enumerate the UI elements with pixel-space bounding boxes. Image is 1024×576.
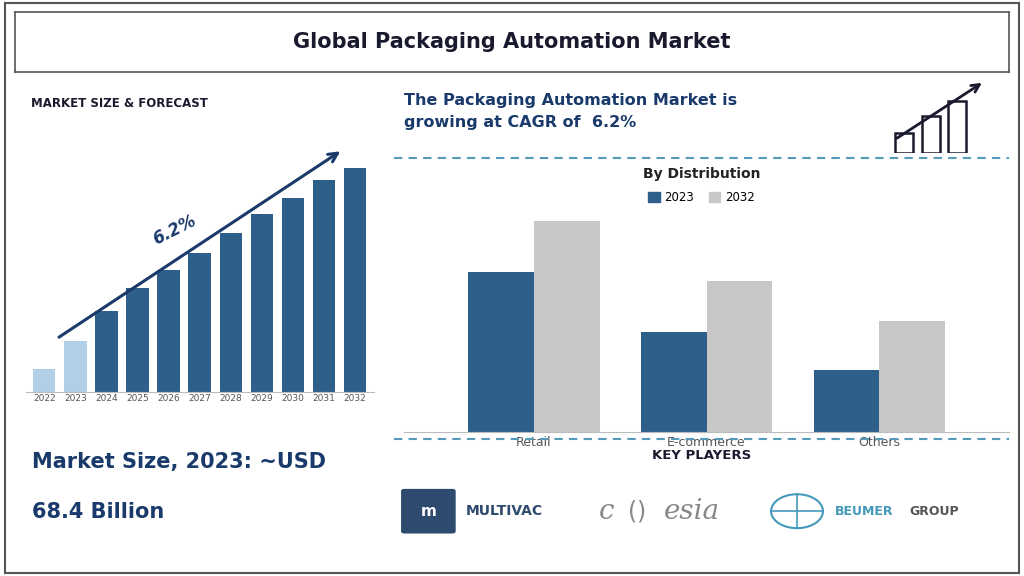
Text: 68.4 Billion: 68.4 Billion (32, 502, 164, 522)
Bar (814, 370, 880, 432)
Bar (251, 214, 273, 392)
Bar (948, 101, 967, 153)
Text: (): () (628, 499, 646, 523)
Bar (95, 311, 118, 392)
Text: c: c (599, 498, 614, 525)
Bar (895, 133, 912, 153)
Text: KEY PLAYERS: KEY PLAYERS (652, 449, 751, 462)
Text: GROUP: GROUP (909, 505, 959, 518)
Text: Global Packaging Automation Market: Global Packaging Automation Market (293, 32, 731, 52)
Text: Market Size, 2023: ~USD: Market Size, 2023: ~USD (32, 452, 326, 472)
Bar (33, 369, 55, 392)
Bar (188, 253, 211, 392)
Text: MARKET SIZE & FORECAST: MARKET SIZE & FORECAST (31, 97, 208, 110)
Bar (534, 221, 599, 432)
Text: The Packaging Automation Market is
growing at CAGR of  6.2%: The Packaging Automation Market is growi… (403, 93, 737, 130)
Bar (641, 332, 707, 432)
Text: 6.2%: 6.2% (151, 212, 200, 249)
Text: By Distribution: By Distribution (643, 167, 760, 181)
Bar (313, 180, 335, 392)
Text: esia: esia (664, 498, 720, 525)
FancyBboxPatch shape (401, 489, 456, 533)
Legend: 2023, 2032: 2023, 2032 (648, 191, 755, 204)
Bar (880, 321, 945, 432)
Bar (126, 288, 148, 392)
Bar (468, 272, 534, 432)
Bar (344, 168, 367, 392)
Bar (282, 198, 304, 392)
Text: MULTIVAC: MULTIVAC (466, 504, 543, 518)
Bar (922, 116, 940, 153)
Text: m: m (421, 503, 436, 519)
Bar (65, 341, 86, 392)
Bar (219, 233, 242, 392)
Bar (158, 270, 180, 392)
Bar (707, 281, 772, 432)
Text: BEUMER: BEUMER (835, 505, 893, 518)
